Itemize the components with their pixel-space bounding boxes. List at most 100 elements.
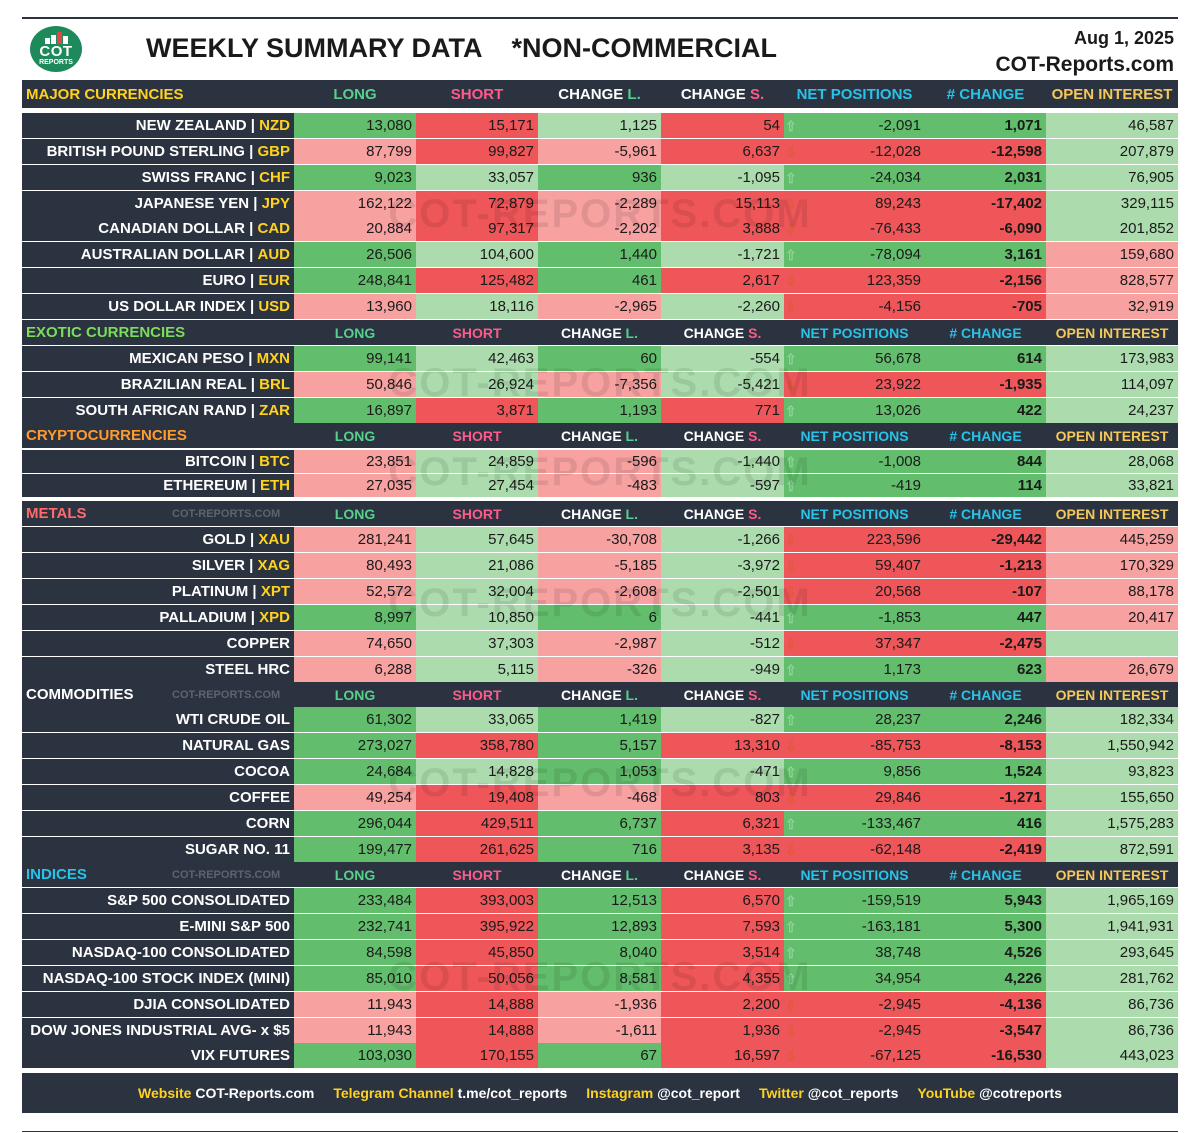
- net-change-value: -17,402: [925, 191, 1046, 216]
- column-header-short: SHORT: [416, 501, 538, 526]
- change-short-value: 3,888: [661, 216, 784, 241]
- instrument-name: BRITISH POUND STERLING | GBP: [22, 139, 294, 164]
- table-row: ETHEREUM | ETH 27,035 27,454 -483 -597 -419 ⇧ 1…: [22, 474, 1178, 497]
- net-position-value: -12,028 ⇩: [784, 139, 925, 164]
- net-position-value: 89,243 ⇩: [784, 191, 925, 216]
- column-header-text: OPEN INTEREST: [1051, 85, 1173, 103]
- net-position-value: -419 ⇧: [784, 474, 925, 497]
- top-rule: [22, 17, 1178, 19]
- open-interest-value: 86,736: [1046, 1018, 1178, 1043]
- column-header-text: OPEN INTEREST: [1055, 686, 1169, 703]
- footer-value[interactable]: COT-Reports.com: [195, 1085, 315, 1101]
- name-separator: |: [245, 298, 259, 315]
- long-value: 199,477: [294, 837, 416, 862]
- change-long-value: 6: [538, 605, 661, 630]
- table-row: GOLD | XAU 281,241 57,645 -30,708 -1,266 223,…: [22, 527, 1178, 552]
- name-separator: |: [244, 143, 258, 160]
- long-value: 74,650: [294, 631, 416, 656]
- footer-value[interactable]: @cot_report: [657, 1085, 740, 1101]
- open-interest-value: 20,417: [1046, 605, 1178, 630]
- change-short-value: -2,260: [661, 294, 784, 319]
- column-header-suffix: S.: [749, 85, 765, 103]
- long-value: 13,080: [294, 113, 416, 138]
- column-header-text: SHORT: [452, 324, 502, 341]
- long-value: 248,841: [294, 268, 416, 293]
- net-position-value: 223,596 ⇩: [784, 527, 925, 552]
- table-row: VIX FUTURES 103,030 170,155 67 16,597 -67,125…: [22, 1043, 1178, 1068]
- change-long-value: 1,193: [538, 398, 661, 423]
- net-position-value: 123,359 ⇩: [784, 268, 925, 293]
- column-header-long: LONG: [294, 862, 416, 887]
- table-row: SOUTH AFRICAN RAND | ZAR 16,897 3,871 1,193…: [22, 398, 1178, 423]
- table-row: S&P 500 CONSOLIDATED 233,484 393,003 12,513…: [22, 888, 1178, 913]
- footer-value[interactable]: t.me/cot_reports: [457, 1085, 568, 1101]
- name-separator: |: [246, 453, 260, 470]
- instrument-name: S&P 500 CONSOLIDATED: [22, 888, 294, 913]
- column-header-long: LONG: [294, 682, 416, 707]
- column-header-text: CHANGE: [560, 324, 626, 341]
- footer-link-telegram[interactable]: Telegram Channel t.me/cot_reports: [333, 1085, 567, 1101]
- footer-link-website[interactable]: Website COT-Reports.com: [138, 1085, 314, 1101]
- column-header-text: LONG: [334, 686, 376, 703]
- net-change-value: -107: [925, 579, 1046, 604]
- net-change-value: -705: [925, 294, 1046, 319]
- table-row: NEW ZEALAND | NZD 13,080 15,171 1,125 54 -2,0…: [22, 113, 1178, 138]
- arrow-down-icon: ⇩: [785, 220, 797, 237]
- column-header-chs: CHANGE S.: [661, 862, 784, 887]
- net-position-value: 28,237 ⇧: [784, 707, 925, 732]
- long-value: 85,010: [294, 966, 416, 991]
- table-row: JAPANESE YEN | JPY 162,122 72,879 -2,289 15,…: [22, 191, 1178, 216]
- column-header-text: LONG: [334, 427, 376, 444]
- section-title: COMMODITIES: [26, 686, 134, 703]
- net-change-value: 623: [925, 657, 1046, 682]
- footer-link-instagram[interactable]: Instagram @cot_report: [586, 1085, 740, 1101]
- column-header-text: NET POSITIONS: [800, 427, 909, 444]
- short-value: 14,888: [416, 1018, 538, 1043]
- column-header-text: CHANGE: [683, 866, 749, 883]
- change-long-value: -468: [538, 785, 661, 810]
- column-header-chg: # CHANGE: [925, 682, 1046, 707]
- open-interest-value: 329,115: [1046, 191, 1178, 216]
- net-position-value: 1,173 ⇧: [784, 657, 925, 682]
- footer-label: Twitter: [758, 1085, 808, 1101]
- instrument-name: ETHEREUM | ETH: [22, 474, 294, 497]
- page-title: WEEKLY SUMMARY DATA *NON-COMMERCIAL: [146, 33, 778, 63]
- column-header-chl: CHANGE L.: [538, 80, 661, 108]
- footer-link-twitter[interactable]: Twitter @cot_reports: [759, 1085, 898, 1101]
- arrow-down-icon: ⇩: [785, 143, 797, 160]
- short-value: 125,482: [416, 268, 538, 293]
- table-row: SWISS FRANC | CHF 9,023 33,057 936 -1,095 -24…: [22, 165, 1178, 190]
- net-position-value: -133,467 ⇧: [784, 811, 925, 836]
- instrument-name: NEW ZEALAND | NZD: [22, 113, 294, 138]
- open-interest-value: 872,591: [1046, 837, 1178, 862]
- footer-value[interactable]: @cotreports: [979, 1085, 1062, 1101]
- open-interest-value: 1,941,931: [1046, 914, 1178, 939]
- footer-link-youtube[interactable]: YouTube @cotreports: [917, 1085, 1062, 1101]
- instrument-name: DOW JONES INDUSTRIAL AVG- x $5: [22, 1018, 294, 1043]
- section-watermark: COT-REPORTS.COM: [172, 688, 281, 701]
- instrument-label: US DOLLAR INDEX: [108, 298, 246, 315]
- open-interest-value: [1046, 631, 1178, 656]
- arrow-up-icon: ⇧: [785, 661, 797, 678]
- arrow-up-icon: ⇧: [785, 477, 797, 494]
- column-header-chl: CHANGE L.: [538, 501, 661, 526]
- column-header-chs: CHANGE S.: [661, 423, 784, 448]
- column-header-chg: # CHANGE: [925, 501, 1046, 526]
- open-interest-value: 76,905: [1046, 165, 1178, 190]
- instrument-label: VIX FUTURES: [190, 1047, 290, 1064]
- table-row: PLATINUM | XPT 52,572 32,004 -2,608 -2,501 20…: [22, 579, 1178, 604]
- open-interest-value: 293,645: [1046, 940, 1178, 965]
- long-value: 273,027: [294, 733, 416, 758]
- instrument-name: CORN: [22, 811, 294, 836]
- net-change-value: -2,419: [925, 837, 1046, 862]
- table-row: BITCOIN | BTC 23,851 24,859 -596 -1,440 -1,00…: [22, 450, 1178, 473]
- column-header-oi: OPEN INTEREST: [1046, 80, 1178, 108]
- column-header-text: CHANGE: [560, 686, 626, 703]
- footer-value[interactable]: @cot_reports: [807, 1085, 899, 1101]
- net-position-value: -1,008 ⇧: [784, 450, 925, 473]
- change-long-value: -326: [538, 657, 661, 682]
- net-position-value: 29,846 ⇩: [784, 785, 925, 810]
- open-interest-value: 201,852: [1046, 216, 1178, 241]
- long-value: 23,851: [294, 450, 416, 473]
- net-position-value: -67,125 ⇩: [784, 1043, 925, 1068]
